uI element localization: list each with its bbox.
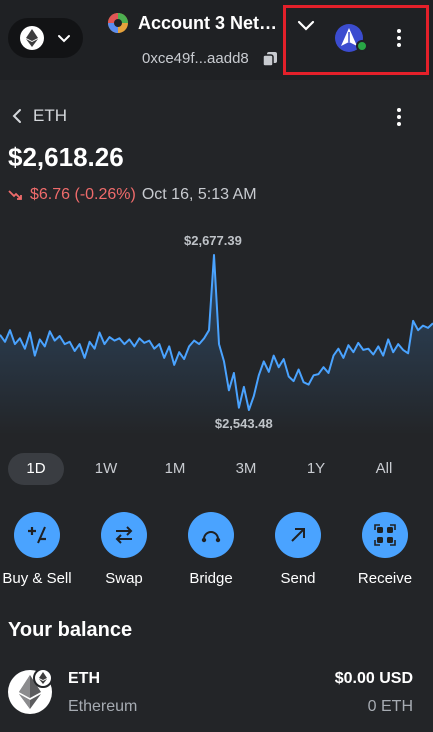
price-chart[interactable]: $2,677.39 $2,543.48 — [0, 225, 433, 435]
account-name: Account 3 Net… — [138, 13, 278, 33]
highlight-box — [283, 5, 429, 75]
receive-button[interactable]: Receive — [340, 512, 430, 587]
account-avatar[interactable] — [335, 24, 363, 52]
tab-all[interactable]: All — [375, 460, 393, 477]
swap-button[interactable]: Swap — [79, 512, 169, 587]
network-selector[interactable] — [8, 18, 83, 58]
account-logo-icon — [108, 13, 128, 33]
back-arrow-icon[interactable] — [8, 107, 26, 125]
price-chart-svg — [0, 254, 433, 435]
more-options-icon[interactable] — [390, 27, 408, 49]
trend-down-icon — [8, 190, 22, 200]
asset-fiat-balance: $0.00 USD — [334, 670, 413, 687]
tab-1m[interactable]: 1M — [164, 460, 186, 477]
balance-title: Your balance — [8, 619, 133, 641]
account-info[interactable]: Account 3 Net… 0xce49f...aadd8 — [105, 10, 278, 72]
send-button[interactable]: Send — [253, 512, 343, 587]
tab-1w[interactable]: 1W — [94, 460, 118, 477]
time-range-tabs: 1D 1W 1M 3M 1Y All — [0, 453, 433, 485]
header: Account 3 Net… 0xce49f...aadd8 — [0, 0, 433, 80]
account-chevron-down-icon[interactable] — [295, 15, 317, 37]
ethereum-network-icon — [19, 26, 44, 50]
action-buttons: Buy & Sell Swap Bridge Send Receive — [0, 512, 433, 592]
asset-name: Ethereum — [68, 698, 138, 715]
tab-1y[interactable]: 1Y — [306, 460, 326, 477]
chevron-down-icon — [57, 35, 70, 43]
chart-high-label: $2,677.39 — [184, 233, 242, 248]
asset-token-balance: 0 ETH — [367, 698, 413, 715]
chart-price-line — [0, 254, 433, 411]
receive-icon — [362, 512, 408, 558]
send-icon — [275, 512, 321, 558]
buy-sell-button[interactable]: Buy & Sell — [0, 512, 82, 587]
token-price: $2,618.26 — [8, 142, 124, 172]
send-label: Send — [280, 570, 316, 587]
buy-sell-icon — [14, 512, 60, 558]
tab-3m[interactable]: 3M — [235, 460, 257, 477]
swap-label: Swap — [105, 570, 143, 587]
connected-status-dot — [356, 40, 368, 52]
copy-icon[interactable] — [262, 51, 278, 67]
network-badge-icon — [33, 668, 53, 688]
asset-symbol: ETH — [68, 670, 100, 687]
receive-label: Receive — [357, 570, 413, 587]
bridge-button[interactable]: Bridge — [166, 512, 256, 587]
swap-icon — [101, 512, 147, 558]
asset-row-eth[interactable]: ETH Ethereum $0.00 USD 0 ETH — [0, 664, 433, 724]
price-change: $6.76 (-0.26%) — [30, 186, 136, 203]
avatar-glyph-icon — [341, 28, 357, 46]
bridge-icon — [188, 512, 234, 558]
chart-area-fill — [0, 255, 433, 435]
buy-sell-label: Buy & Sell — [2, 570, 72, 587]
chart-low-label: $2,543.48 — [214, 416, 273, 431]
price-timestamp: Oct 16, 5:13 AM — [141, 186, 257, 203]
token-title: ETH — [33, 106, 67, 125]
token-more-options-icon[interactable] — [390, 106, 408, 128]
account-address: 0xce49f...aadd8 — [142, 50, 249, 67]
price-change-row: $6.76 (-0.26%) Oct 16, 5:13 AM — [8, 186, 257, 204]
bridge-label: Bridge — [189, 570, 233, 587]
tab-1d[interactable]: 1D — [8, 453, 64, 485]
